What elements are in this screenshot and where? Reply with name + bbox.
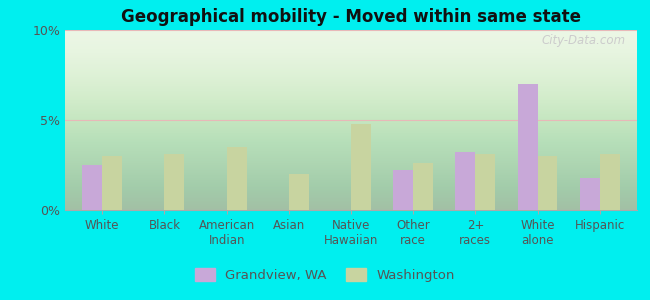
Bar xyxy=(517,84,538,210)
Bar xyxy=(413,163,433,210)
Bar xyxy=(475,154,495,210)
Bar xyxy=(351,124,371,210)
Bar xyxy=(83,165,102,210)
Title: Geographical mobility - Moved within same state: Geographical mobility - Moved within sam… xyxy=(121,8,581,26)
Legend: Grandview, WA, Washington: Grandview, WA, Washington xyxy=(190,262,460,287)
Bar xyxy=(227,147,246,210)
Bar xyxy=(289,174,309,210)
Bar xyxy=(580,178,600,210)
Bar xyxy=(600,154,619,210)
Bar xyxy=(456,152,475,210)
Bar xyxy=(538,156,558,210)
Text: City-Data.com: City-Data.com xyxy=(541,34,625,46)
Bar xyxy=(393,170,413,210)
Bar xyxy=(164,154,185,210)
Bar xyxy=(102,156,122,210)
